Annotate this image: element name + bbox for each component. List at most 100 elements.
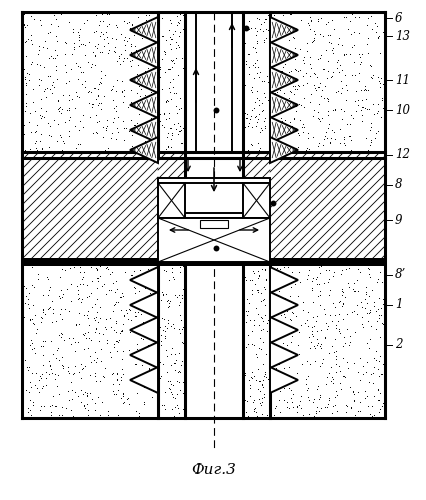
Point xyxy=(91,369,98,377)
Point xyxy=(63,79,69,87)
Point xyxy=(40,402,47,410)
Point xyxy=(377,96,384,104)
Point xyxy=(87,372,94,380)
Point xyxy=(142,12,149,20)
Point xyxy=(256,378,262,386)
Point xyxy=(314,339,321,347)
Point xyxy=(75,295,82,303)
Point xyxy=(290,114,296,122)
Point xyxy=(43,273,50,281)
Point xyxy=(133,76,140,84)
Point xyxy=(311,28,317,36)
Point xyxy=(37,62,44,70)
Point xyxy=(112,44,118,52)
Point xyxy=(149,302,155,310)
Point xyxy=(110,388,117,396)
Point xyxy=(40,63,47,71)
Point xyxy=(107,86,114,94)
Point xyxy=(338,42,345,50)
Point xyxy=(375,352,382,360)
Point xyxy=(248,276,255,284)
Point xyxy=(346,382,353,390)
Point xyxy=(174,9,181,17)
Point xyxy=(167,88,173,96)
Point xyxy=(81,404,88,412)
Point xyxy=(261,266,268,274)
Point xyxy=(346,17,353,25)
Point xyxy=(85,334,92,342)
Point xyxy=(112,298,119,306)
Point xyxy=(341,266,348,274)
Point xyxy=(46,143,52,151)
Point xyxy=(376,405,383,413)
Point xyxy=(259,318,266,326)
Point xyxy=(314,142,320,150)
Point xyxy=(84,400,91,407)
Point xyxy=(246,384,253,392)
Point xyxy=(68,50,75,58)
Point xyxy=(312,409,319,417)
Point xyxy=(177,104,184,112)
Point xyxy=(254,115,261,123)
Point xyxy=(74,290,81,298)
Point xyxy=(101,146,108,154)
Point xyxy=(337,88,344,96)
Polygon shape xyxy=(269,292,297,318)
Point xyxy=(281,351,288,359)
Point xyxy=(120,347,127,355)
Point xyxy=(89,103,95,111)
Point xyxy=(57,330,64,338)
Point xyxy=(85,38,92,46)
Point xyxy=(289,126,296,134)
Point xyxy=(22,37,29,45)
Point xyxy=(19,128,26,136)
Point xyxy=(151,145,158,153)
Point xyxy=(97,346,104,354)
Point xyxy=(71,362,78,370)
Point xyxy=(22,90,29,98)
Point xyxy=(47,402,54,410)
Point xyxy=(363,22,370,30)
Point xyxy=(260,89,267,97)
Point xyxy=(26,388,32,396)
Point xyxy=(241,272,248,280)
Point xyxy=(154,114,161,122)
Point xyxy=(138,19,145,27)
Point xyxy=(161,334,168,342)
Point xyxy=(316,117,323,125)
Point xyxy=(254,310,261,318)
Point xyxy=(325,368,331,376)
Point xyxy=(295,100,302,108)
Point xyxy=(283,340,290,348)
Point xyxy=(49,81,55,89)
Point xyxy=(70,412,77,420)
Point xyxy=(31,350,38,358)
Point xyxy=(279,64,286,72)
Point xyxy=(308,326,314,334)
Point xyxy=(337,105,343,113)
Point xyxy=(77,63,83,71)
Point xyxy=(244,122,251,130)
Point xyxy=(22,22,29,30)
Point xyxy=(37,16,44,24)
Point xyxy=(261,265,268,273)
Point xyxy=(19,28,26,36)
Point xyxy=(299,306,306,314)
Point xyxy=(83,280,90,288)
Point xyxy=(134,60,141,68)
Point xyxy=(267,364,274,372)
Point xyxy=(135,102,141,110)
Point xyxy=(252,112,259,120)
Point xyxy=(173,292,180,300)
Point xyxy=(260,18,267,25)
Point xyxy=(158,14,165,22)
Point xyxy=(174,42,181,50)
Point xyxy=(325,276,332,283)
Point xyxy=(115,412,121,420)
Point xyxy=(119,390,126,398)
Point xyxy=(46,362,53,370)
Point xyxy=(350,390,357,398)
Point xyxy=(28,128,35,136)
Point xyxy=(255,270,262,278)
Point xyxy=(39,291,46,299)
